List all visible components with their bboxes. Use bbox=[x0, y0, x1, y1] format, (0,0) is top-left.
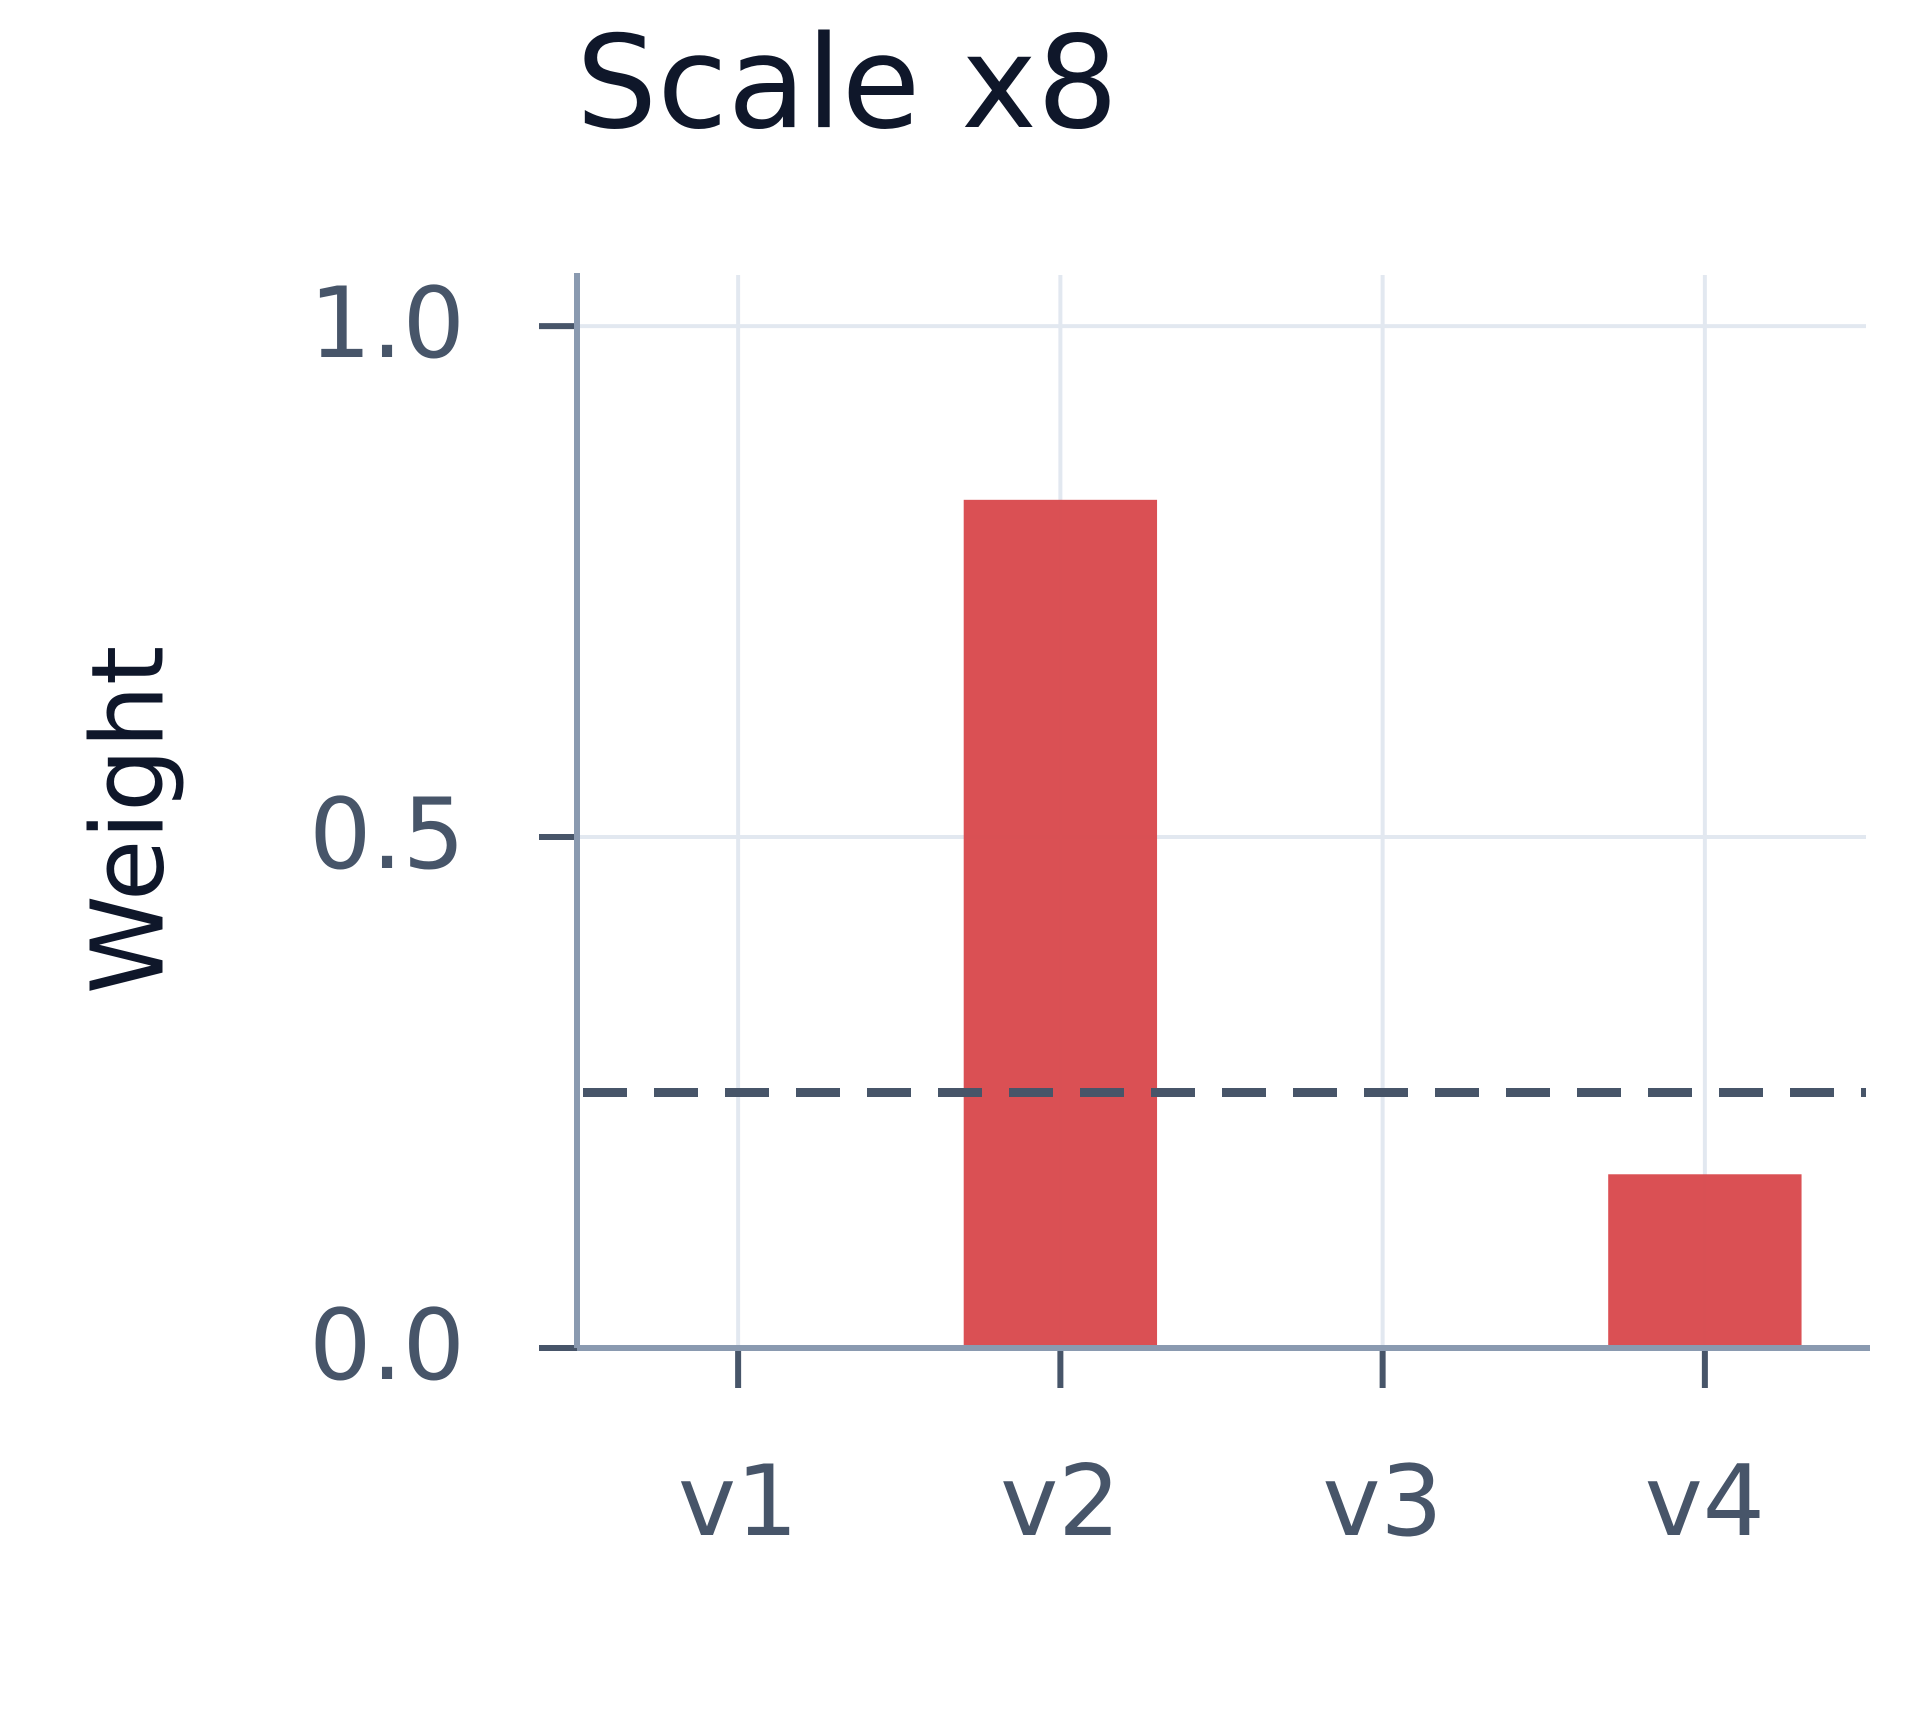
y-tick-label: 1.0 bbox=[309, 267, 465, 381]
y-tick-label: 0.5 bbox=[309, 778, 465, 892]
y-axis-label: Weight bbox=[69, 646, 186, 994]
bar bbox=[1608, 1174, 1802, 1348]
x-tick-label: v1 bbox=[678, 1445, 798, 1559]
chart-title: Scale x8 bbox=[576, 9, 1118, 158]
y-tick-label: 0.0 bbox=[309, 1289, 465, 1403]
x-tick-label: v3 bbox=[1322, 1445, 1442, 1559]
bar bbox=[963, 499, 1158, 1348]
x-tick-label: v2 bbox=[1000, 1445, 1120, 1559]
x-tick-label: v4 bbox=[1645, 1445, 1765, 1559]
